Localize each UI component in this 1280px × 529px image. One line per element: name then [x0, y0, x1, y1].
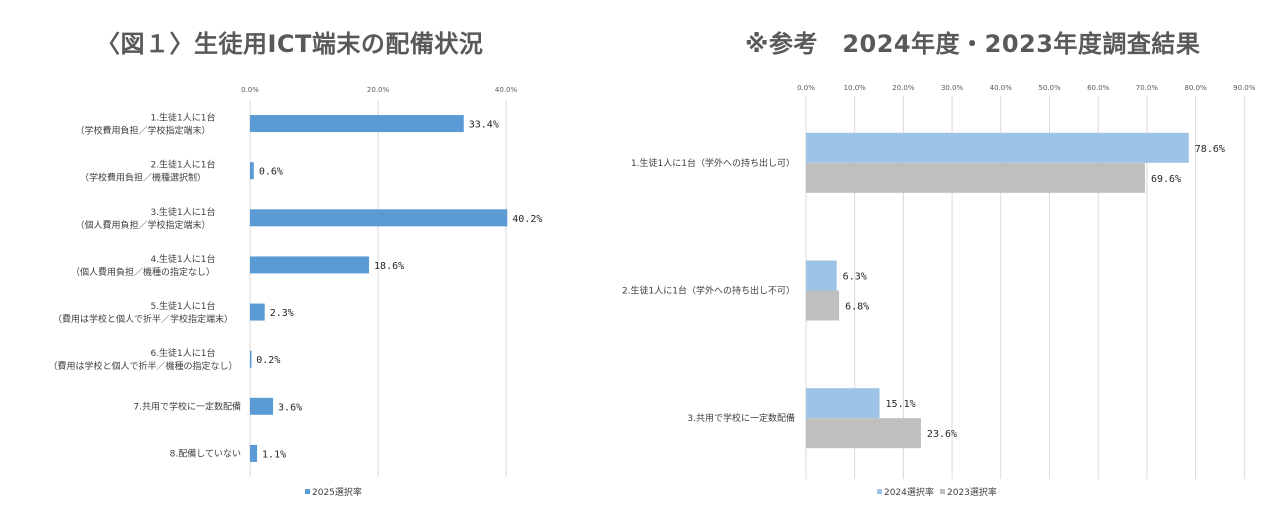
left-category-sublabel: （費用は学校と個人で折半／機種の指定なし）	[48, 360, 237, 372]
right-x-tick-label: 40.0%	[990, 84, 1013, 92]
left-category-label: 7.共用で学校に一定数配備	[133, 400, 241, 412]
left-bar	[250, 444, 258, 462]
left-category-sublabel: （学校費用負担／学校指定端末）	[75, 125, 210, 137]
left-x-tick-label: 40.0%	[495, 86, 518, 94]
left-data-label: 40.2%	[512, 214, 542, 225]
right-legend-label-2023: 2023選択率	[947, 486, 997, 498]
right-data-label: 6.8%	[845, 302, 869, 313]
left-category-label: 1.生徒1人に1台	[150, 112, 215, 124]
left-category-label: 2.生徒1人に1台	[150, 159, 215, 171]
right-x-tick-label: 0.0%	[797, 84, 815, 92]
right-data-label: 69.6%	[1151, 174, 1181, 185]
left-category-sublabel: （費用は学校と個人で折半／学校指定端末）	[53, 313, 233, 325]
right-data-label: 78.6%	[1195, 144, 1225, 155]
right-category-label: 2.生徒1人に1台（学外への持ち出し不可）	[622, 285, 795, 297]
right-x-tick-label: 90.0%	[1233, 84, 1256, 92]
left-x-tick-label: 0.0%	[241, 86, 259, 94]
left-data-label: 18.6%	[374, 261, 404, 272]
right-category-label: 1.生徒1人に1台（学外への持ち出し可）	[631, 157, 795, 169]
left-chart-title: 〈図１〉生徒用ICT端末の配備状況	[96, 30, 484, 58]
left-category-label: 6.生徒1人に1台	[150, 347, 215, 359]
right-x-tick-label: 50.0%	[1038, 84, 1061, 92]
right-category-label: 3.共用で学校に一定数配備	[687, 412, 795, 424]
right-x-tick-label: 60.0%	[1087, 84, 1110, 92]
right-legend-swatch-2024	[877, 489, 882, 494]
right-data-label: 15.1%	[886, 399, 916, 410]
left-bar	[250, 209, 508, 227]
left-bar	[250, 115, 464, 133]
left-category-label: 8.配備していない	[170, 447, 241, 459]
right-legend-swatch-2023	[940, 489, 945, 494]
left-bar	[250, 397, 274, 415]
right-x-tick-label: 80.0%	[1184, 84, 1207, 92]
left-category-sublabel: （個人費用負担／学校指定端末）	[75, 219, 210, 231]
left-category-label: 3.生徒1人に1台	[150, 206, 215, 218]
left-category-sublabel: （学校費用負担／機種選択制）	[80, 172, 206, 184]
left-category-label: 5.生徒1人に1台	[150, 300, 215, 312]
right-x-tick-label: 70.0%	[1136, 84, 1159, 92]
right-legend-label-2024: 2024選択率	[884, 486, 934, 498]
right-bar	[806, 418, 921, 449]
left-data-label: 2.3%	[270, 308, 294, 319]
left-legend-swatch	[305, 489, 310, 494]
right-data-label: 23.6%	[927, 429, 957, 440]
right-bar	[806, 162, 1145, 193]
left-bar	[250, 350, 252, 368]
left-legend-label: 2025選択率	[312, 486, 362, 498]
left-data-label: 0.6%	[259, 167, 283, 178]
right-bar	[806, 388, 880, 419]
right-bar	[806, 260, 837, 291]
left-bar	[250, 162, 254, 180]
right-bar	[806, 132, 1189, 163]
left-category-label: 4.生徒1人に1台	[150, 253, 215, 265]
left-data-label: 1.1%	[262, 449, 286, 460]
right-data-label: 6.3%	[843, 272, 867, 283]
left-data-label: 0.2%	[256, 355, 280, 366]
left-data-label: 33.4%	[469, 120, 499, 131]
right-bar	[806, 290, 840, 321]
right-x-tick-label: 30.0%	[941, 84, 964, 92]
left-bar	[250, 303, 265, 321]
left-category-sublabel: （個人費用負担／機種の指定なし）	[71, 266, 215, 278]
left-bar	[250, 256, 370, 274]
left-data-label: 3.6%	[278, 402, 302, 413]
left-x-tick-label: 20.0%	[367, 86, 390, 94]
right-x-tick-label: 20.0%	[892, 84, 915, 92]
right-chart-title: ※参考 2024年度・2023年度調査結果	[745, 30, 1201, 58]
right-x-tick-label: 10.0%	[844, 84, 867, 92]
